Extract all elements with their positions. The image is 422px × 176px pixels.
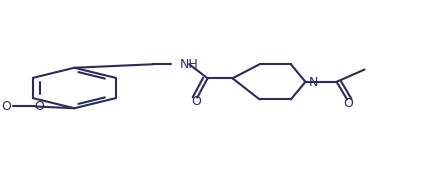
Text: O: O	[34, 100, 44, 113]
Text: N: N	[308, 76, 318, 89]
Text: O: O	[343, 97, 353, 110]
Text: O: O	[192, 95, 201, 108]
Text: NH: NH	[179, 58, 198, 71]
Text: O: O	[1, 100, 11, 113]
